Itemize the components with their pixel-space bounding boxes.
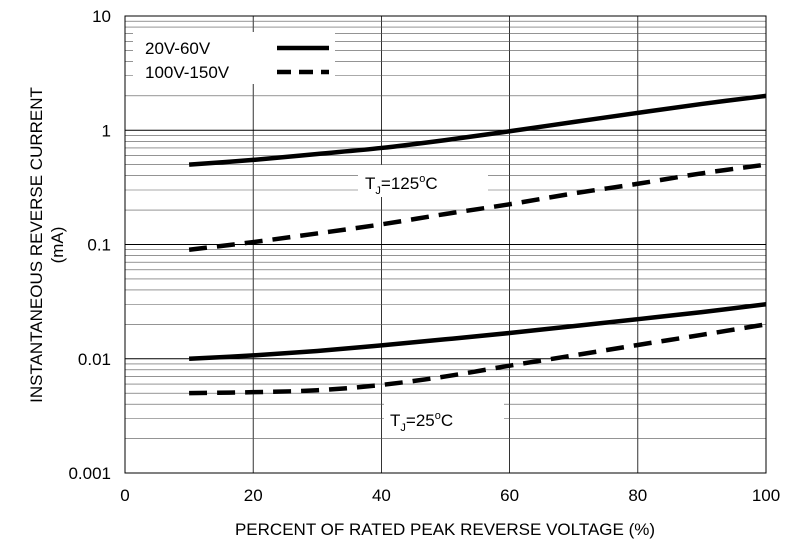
y-tick-label-3: 1 bbox=[102, 121, 111, 140]
series-line-2 bbox=[188, 302, 767, 361]
annotation-box bbox=[384, 402, 504, 434]
series-line-1 bbox=[188, 162, 767, 252]
annotation-text: TJ=125oC bbox=[365, 173, 438, 197]
y-tick-label-4: 10 bbox=[92, 7, 111, 26]
legend-label-1: 100V-150V bbox=[145, 63, 230, 82]
legend: 20V-60V 100V-150V bbox=[133, 32, 335, 84]
annotation-text: TJ=25oC bbox=[390, 410, 453, 434]
x-tick-label-0: 0 bbox=[120, 486, 129, 505]
series-layer bbox=[188, 93, 767, 396]
x-tick-label-1: 20 bbox=[244, 486, 263, 505]
annotation-tj-25: TJ=25oC bbox=[384, 402, 504, 434]
annotation-tj-125: TJ=125oC bbox=[358, 165, 488, 197]
legend-label-0: 20V-60V bbox=[145, 39, 211, 58]
x-tick-label-3: 60 bbox=[500, 486, 519, 505]
series-line-3 bbox=[189, 322, 767, 396]
x-tick-label-2: 40 bbox=[372, 486, 391, 505]
y-axis-title: INSTANTANEOUS REVERSE CURRENT bbox=[27, 87, 46, 403]
legend-box bbox=[133, 32, 335, 84]
y-axis-unit: (mA) bbox=[48, 227, 67, 264]
y-tick-label-0: 0.001 bbox=[68, 464, 111, 483]
series-line-0 bbox=[188, 93, 767, 167]
tick-labels: 0 20 40 60 80 100 0.001 0.01 0.1 1 10 bbox=[68, 7, 780, 505]
annotation-box bbox=[358, 165, 488, 197]
x-tick-label-4: 80 bbox=[628, 486, 647, 505]
y-tick-label-1: 0.01 bbox=[78, 350, 111, 369]
x-tick-label-5: 100 bbox=[752, 486, 780, 505]
x-axis-title: PERCENT OF RATED PEAK REVERSE VOLTAGE (%… bbox=[235, 520, 655, 539]
y-tick-label-2: 0.1 bbox=[87, 236, 111, 255]
plot-frame bbox=[124, 15, 767, 474]
